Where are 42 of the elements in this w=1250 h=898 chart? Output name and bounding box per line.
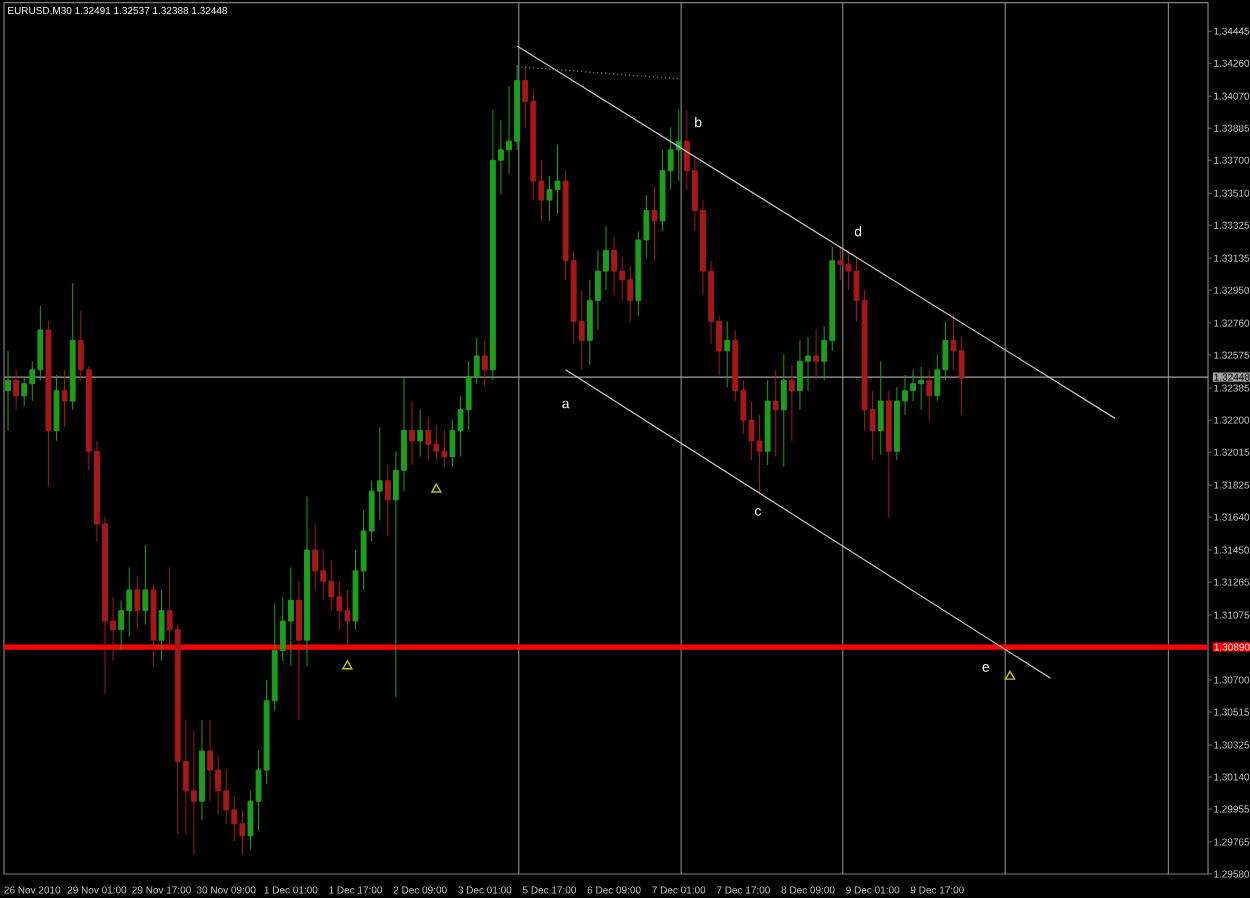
point (431, 483, 442, 493)
candlestick (724, 320, 731, 388)
candlestick (296, 580, 302, 721)
point (342, 660, 353, 670)
candlestick (61, 369, 68, 428)
candlestick (918, 365, 925, 411)
candlestick (813, 329, 820, 381)
candlestick (304, 495, 310, 667)
candlestick (611, 235, 618, 296)
candlestick (926, 369, 933, 421)
candlestick (45, 320, 52, 487)
candlestick (554, 144, 561, 215)
candlestick (5, 350, 11, 431)
candlestick (150, 584, 157, 667)
candlestick (384, 464, 391, 537)
candlestick (134, 575, 141, 631)
candlestick (425, 416, 432, 461)
candlestick (772, 369, 779, 457)
candlestick (344, 589, 351, 648)
candlestick (489, 109, 496, 381)
candlestick (651, 185, 658, 262)
candlestick (780, 353, 787, 468)
candlestick (433, 424, 440, 461)
candlestick (409, 400, 415, 466)
candlestick (417, 409, 424, 457)
candlestick (481, 339, 488, 388)
candlestick (675, 109, 682, 182)
candlestick (797, 339, 803, 411)
candlestick (53, 374, 60, 442)
candlestick (13, 369, 20, 411)
candlestick (142, 544, 149, 626)
candlestick (788, 364, 795, 442)
candlestick (287, 566, 294, 667)
candlestick (69, 282, 76, 411)
candlestick (764, 379, 771, 466)
candlestick (877, 360, 884, 456)
candlestick (199, 719, 205, 821)
candlestick (441, 430, 448, 468)
point (1004, 670, 1016, 680)
candlestick (627, 265, 634, 322)
candlestick (158, 589, 165, 662)
candlestick (885, 390, 892, 518)
